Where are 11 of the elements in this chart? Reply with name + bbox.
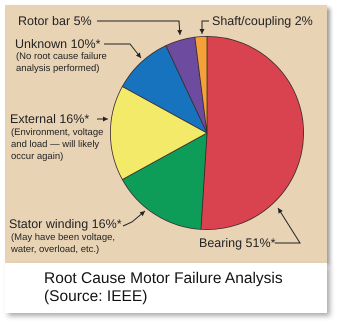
slice-label: Rotor bar 5% [18, 14, 92, 28]
text: (No root cause failure analysis performed) [16, 51, 107, 74]
slice-label: External 16%* [10, 112, 90, 126]
slice-label: Shaft/coupling 2% [212, 14, 313, 28]
text: (Source: IEEE) [44, 288, 148, 306]
slice-label: Bearing 51%* [199, 236, 276, 250]
text: (Environment, voltage and load — will likely occur again) [11, 127, 104, 162]
slice-label: Stator winding 16%* [9, 217, 122, 231]
slice-label: Unknown 10%* [15, 37, 100, 51]
text: Root Cause Motor Failure Analysis [44, 270, 283, 288]
text: (May have been voltage, water, overload, etc.) [11, 232, 116, 255]
